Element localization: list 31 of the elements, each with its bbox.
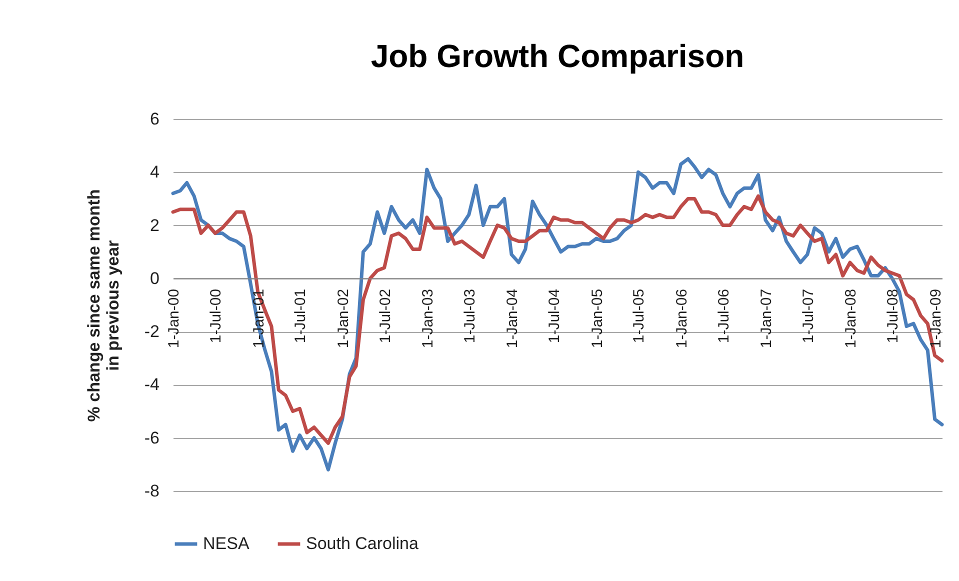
y-tick-label: -4: [144, 375, 160, 394]
x-tick-label: 1-Jul-03: [461, 288, 478, 344]
legend-label: NESA: [203, 534, 250, 553]
y-tick-label: -8: [144, 482, 160, 500]
chart-title: Job Growth Comparison: [370, 38, 744, 74]
x-tick-label: 1-Jul-04: [546, 288, 564, 344]
x-tick-label: 1-Jul-02: [376, 288, 394, 344]
y-tick-label: 0: [150, 268, 160, 288]
x-tick-label: 1-Jul-05: [630, 288, 648, 344]
x-tick-label: 1-Jul-07: [800, 288, 817, 344]
legend-label: South Carolina: [306, 534, 420, 553]
x-tick-label: 1-Jul-01: [292, 288, 310, 344]
x-tick-label: 1-Jul-08: [884, 288, 902, 344]
x-tick-label: 1-Jan-09: [927, 288, 944, 348]
x-tick-label: 1-Jan-03: [419, 288, 436, 348]
x-tick-label: 1-Jul-00: [208, 288, 225, 344]
y-tick-label: 2: [150, 216, 160, 235]
y-axis-title: % change since same month in previous year: [84, 189, 122, 422]
y-tick-label: -6: [144, 428, 160, 448]
x-tick-label: 1-Jan-02: [334, 288, 352, 348]
x-tick-label: 1-Jan-08: [842, 288, 860, 348]
y-tick-label: 6: [150, 110, 160, 128]
x-tick-label: 1-Jan-05: [588, 288, 606, 348]
y-tick-label: -2: [144, 322, 160, 342]
x-tick-label: 1-Jan-01: [250, 288, 268, 348]
y-tick-label: 4: [150, 162, 160, 182]
x-tick-label: 1-Jan-06: [673, 288, 690, 348]
x-tick-label: 1-Jan-07: [758, 288, 775, 348]
x-tick-label: 1-Jan-04: [504, 288, 522, 348]
x-tick-label: 1-Jul-06: [715, 288, 732, 344]
x-tick-label: 1-Jan-00: [166, 288, 182, 348]
